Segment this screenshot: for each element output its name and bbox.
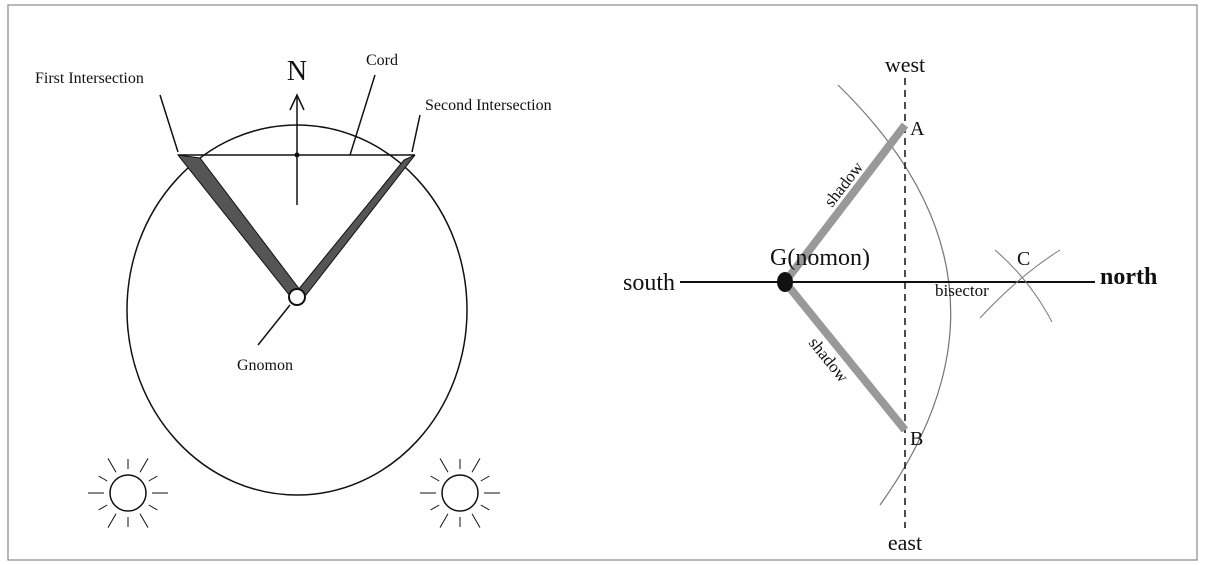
shadow (781, 122, 909, 285)
sun-ray (148, 475, 158, 482)
left-diagram: N Cord First Intersection Second Interse… (35, 52, 552, 528)
sun (420, 458, 500, 528)
sun-ray (107, 513, 117, 528)
sun-ray (107, 458, 117, 473)
gnomon (777, 272, 793, 292)
sun-ray (98, 504, 108, 511)
sun-ray (430, 504, 440, 511)
sun-ray (148, 504, 158, 511)
right-diagram: west east south north A B C G(nomon) sha… (623, 52, 1157, 555)
leader (349, 74, 376, 156)
sun-ray (139, 513, 149, 528)
sun-ray (439, 458, 449, 473)
sun-ray (471, 458, 481, 473)
label: east (888, 530, 922, 555)
label: G(nomon) (770, 245, 870, 271)
sun-ray (480, 504, 490, 511)
label: First Intersection (35, 70, 144, 87)
label: B (910, 428, 923, 450)
leader (159, 94, 179, 153)
label: C (1017, 248, 1030, 270)
sun-ray (139, 458, 149, 473)
sun-ray (471, 513, 481, 528)
label: Gnomon (237, 357, 293, 374)
bisector-arc (994, 249, 1053, 323)
sun-ray (430, 475, 440, 482)
gnomon (288, 288, 306, 306)
leader (411, 114, 421, 153)
frame (7, 4, 1198, 561)
leader (257, 304, 291, 346)
shadow (176, 154, 301, 297)
shadow (781, 279, 909, 433)
label: south (623, 270, 675, 296)
label: A (910, 118, 925, 140)
label: Cord (366, 52, 398, 69)
label: bisector (935, 281, 989, 300)
label: west (885, 52, 925, 77)
sun-ray (439, 513, 449, 528)
sun (88, 458, 168, 528)
label: Second Intersection (425, 97, 552, 114)
sun-ray (480, 475, 490, 482)
label: north (1100, 264, 1157, 290)
midpoint (294, 152, 300, 158)
shadow (297, 154, 416, 296)
label: N (287, 56, 307, 87)
arrowhead (289, 93, 305, 111)
bisector-arc (979, 249, 1061, 319)
sun-ray (98, 475, 108, 482)
arc (837, 84, 952, 506)
